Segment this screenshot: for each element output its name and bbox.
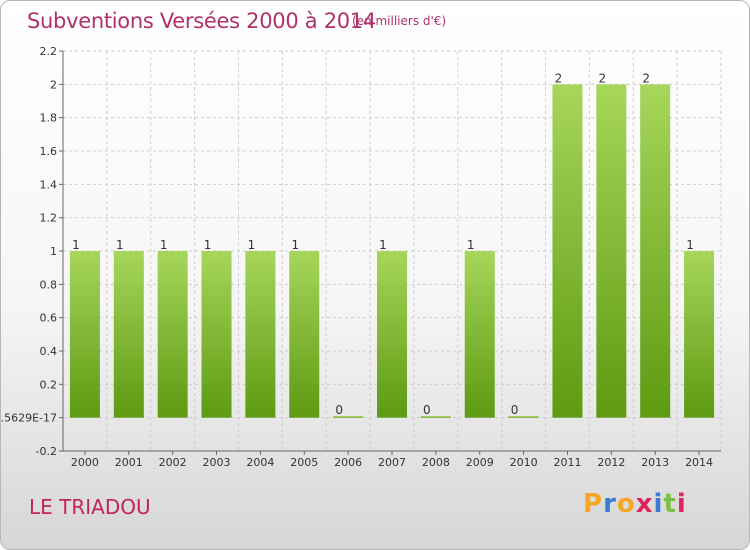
bar: [289, 251, 320, 418]
data-label: 1: [467, 238, 475, 252]
logo-letter: o: [616, 489, 636, 519]
x-tick-label: 2006: [334, 456, 362, 469]
bar: [464, 251, 495, 418]
data-label: 0: [335, 403, 343, 417]
data-label: 2: [599, 71, 607, 85]
x-tick-label: 2007: [378, 456, 406, 469]
label-layer: 1 1 1 1 1 1 0 1 0 1 0 2 2 2 1: [72, 71, 694, 417]
data-label: 1: [248, 238, 256, 252]
bar: [684, 251, 715, 418]
y-tick-label: 0.8: [40, 278, 58, 291]
y-tick-label: 1: [50, 245, 57, 258]
x-tick-label: 2002: [159, 456, 187, 469]
bar: [113, 251, 144, 418]
data-label: 2: [642, 71, 650, 85]
x-tick-label: 2014: [685, 456, 713, 469]
bar: [552, 84, 583, 418]
bar: [420, 416, 451, 418]
bar: [640, 84, 671, 418]
x-tick-label: 2012: [597, 456, 625, 469]
data-label: 1: [204, 238, 212, 252]
bar: [69, 251, 100, 418]
x-tick-label: 2009: [466, 456, 494, 469]
x-tick-label: 2011: [553, 456, 581, 469]
y-tick-label: 0.2: [40, 378, 58, 391]
data-label: 1: [379, 238, 387, 252]
y-tick-label: -0.2: [36, 445, 57, 458]
logo-letter: P: [583, 489, 604, 519]
logo-letter: i: [676, 489, 687, 519]
x-tick-label: 2003: [203, 456, 231, 469]
bar: [377, 251, 407, 418]
logo-letter: t: [663, 489, 677, 519]
y-tick-label: 0.4: [40, 345, 58, 358]
chart-subtitle: (en milliers d'€): [352, 14, 447, 28]
x-tick-label: 2004: [246, 456, 274, 469]
y-tick-label: 2: [50, 78, 57, 91]
bar: [157, 251, 188, 418]
proxiti-logo[interactable]: Proxiti: [583, 489, 687, 519]
data-label: 1: [160, 238, 168, 252]
y-tick-label: 0.6: [40, 312, 58, 325]
x-tick-label: 2005: [290, 456, 318, 469]
logo-letter: x: [635, 489, 654, 519]
x-tick-label: 2008: [422, 456, 450, 469]
bar-layer: [69, 84, 715, 418]
data-label: 0: [423, 403, 431, 417]
data-label: 2: [555, 71, 563, 85]
data-label: 1: [72, 238, 80, 252]
chart-title: Subventions Versées 2000 à 2014: [27, 9, 376, 33]
axis-layer: -0.2 -1.5629E-17 0.2 0.4 0.6 0.8 1 1.2 1.4 1.6 1.8…: [1, 45, 721, 469]
commune-name: LE TRIADOU: [29, 495, 151, 519]
data-label: 1: [291, 238, 299, 252]
logo-letter: i: [653, 489, 664, 519]
x-tick-label: 2000: [71, 456, 99, 469]
data-label: 1: [686, 238, 694, 252]
bar: [245, 251, 276, 418]
x-tick-label: 2001: [115, 456, 143, 469]
bar: [596, 84, 627, 418]
x-tick-label: 2013: [641, 456, 669, 469]
bar: [508, 416, 539, 418]
y-tick-label: 2.2: [40, 45, 58, 58]
x-tick-label: 2010: [510, 456, 538, 469]
bar: [333, 416, 364, 418]
y-tick-label: 1.8: [40, 112, 58, 125]
bar: [201, 251, 232, 418]
y-tick-label: 1.2: [40, 212, 58, 225]
data-label: 0: [511, 403, 519, 417]
logo-letter: r: [603, 489, 617, 519]
y-tick-label: 1.6: [40, 145, 58, 158]
data-label: 1: [116, 238, 124, 252]
y-tick-label: 1.4: [40, 178, 58, 191]
y-tick-label: -1.5629E-17: [1, 412, 57, 425]
